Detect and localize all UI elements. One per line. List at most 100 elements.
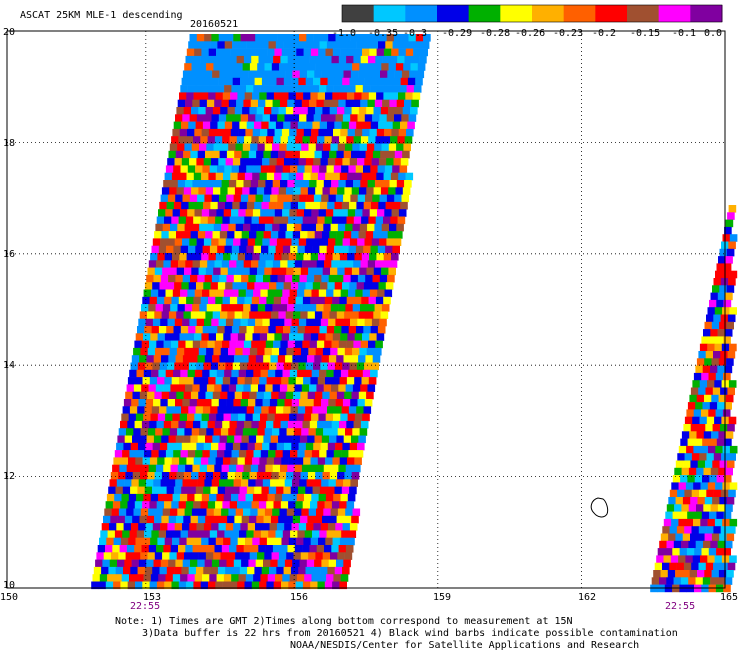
swath-cell	[286, 347, 294, 356]
swath-cell	[392, 121, 401, 130]
swath-cell	[307, 472, 316, 480]
swath-cell	[271, 347, 280, 356]
swath-cell	[341, 201, 350, 210]
swath-cell	[185, 464, 193, 473]
swath-cell	[343, 274, 351, 283]
swath-cell	[204, 70, 213, 79]
swath-cell	[279, 384, 288, 392]
swath-cell	[124, 479, 132, 487]
swath-cell	[265, 545, 274, 553]
swath-cell	[134, 340, 142, 349]
swath-cell	[311, 165, 320, 173]
swath-cell	[324, 55, 332, 64]
swath-cell	[283, 121, 291, 130]
swath-cell	[290, 486, 299, 495]
swath-cell	[144, 486, 153, 495]
swath-cell	[354, 296, 362, 305]
swath-cell	[230, 457, 238, 465]
swath-cell	[312, 41, 320, 49]
swath-cell	[705, 387, 714, 396]
swath-cell	[357, 399, 366, 407]
swath-cell	[338, 180, 346, 188]
swath-cell	[379, 114, 387, 122]
swath-cell	[275, 41, 284, 49]
swath-cell	[275, 165, 283, 173]
swath-cell	[332, 457, 340, 465]
swath-cell	[320, 238, 329, 246]
swath-cell	[226, 479, 234, 487]
swath-cell	[210, 121, 218, 130]
swath-cell	[342, 399, 351, 407]
swath-cell	[134, 501, 143, 509]
swath-cell	[307, 150, 315, 159]
swath-cell	[173, 530, 181, 538]
swath-cell	[342, 442, 350, 451]
swath-cell	[255, 318, 263, 327]
swath-cell	[177, 304, 186, 312]
swath-cell	[727, 562, 736, 571]
swath-cell	[141, 304, 149, 312]
swath-cell	[328, 114, 336, 122]
swath-cell	[389, 223, 397, 232]
swath-cell	[196, 282, 204, 290]
swath-cell	[714, 343, 723, 352]
swath-cell	[721, 343, 730, 352]
swath-cell	[165, 165, 174, 173]
swath-cell	[305, 282, 314, 290]
swath-cell	[310, 333, 319, 341]
swath-cell	[239, 121, 247, 130]
swath-cell	[270, 70, 279, 79]
colorbar-swatch	[627, 5, 660, 22]
swath-cell	[319, 450, 327, 458]
swath-cell	[181, 158, 190, 166]
swath-cell	[726, 358, 734, 366]
swath-cell	[377, 209, 385, 217]
swath-cell	[724, 577, 733, 585]
swath-cell	[141, 420, 150, 429]
swath-cell	[338, 304, 346, 312]
swath-cell	[226, 114, 234, 122]
swath-cell	[152, 486, 160, 495]
swath-cell	[675, 460, 684, 469]
swath-cell	[352, 223, 361, 232]
swath-cell	[260, 369, 269, 378]
swath-cell	[118, 428, 127, 436]
swath-cell	[279, 63, 287, 71]
swath-cell	[153, 355, 162, 363]
swath-cell	[270, 231, 279, 239]
swath-cell	[209, 85, 218, 93]
swath-cell	[382, 99, 390, 108]
swath-cell	[249, 472, 258, 480]
swath-cell	[303, 457, 311, 465]
swath-cell	[232, 566, 241, 575]
swath-cell	[144, 406, 153, 414]
lat-tick-label: 20	[3, 27, 16, 38]
swath-cell	[244, 296, 253, 305]
swath-cell	[278, 515, 286, 524]
swath-cell	[298, 318, 307, 327]
swath-cell	[245, 289, 254, 298]
swath-cell	[331, 545, 339, 553]
swath-cell	[285, 311, 294, 319]
swath-cell	[319, 326, 328, 334]
swath-cell	[176, 347, 185, 356]
swath-cell	[678, 518, 686, 527]
swath-cell	[269, 362, 277, 371]
swath-cell	[372, 150, 381, 159]
swath-cell	[335, 238, 343, 246]
swath-cell	[266, 172, 275, 181]
swath-cell	[154, 311, 162, 319]
swath-cell	[202, 121, 211, 130]
swath-cell	[187, 574, 195, 582]
swath-cell	[195, 245, 203, 254]
swath-cell	[315, 428, 324, 436]
swath-cell	[336, 515, 345, 524]
swath-cell	[275, 406, 284, 414]
swath-cell	[202, 289, 210, 298]
swath-cell	[347, 128, 356, 137]
swath-cell	[398, 48, 407, 57]
swath-cell	[714, 518, 723, 527]
swath-cell	[168, 559, 176, 568]
swath-cell	[288, 457, 297, 465]
swath-cell	[283, 201, 291, 210]
